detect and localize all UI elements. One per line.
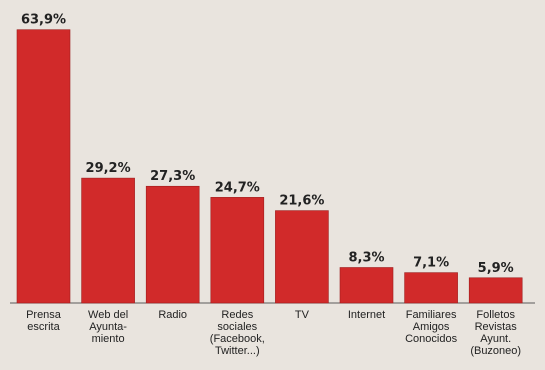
category-label-0-line-1: escrita (27, 321, 60, 333)
bars (16, 29, 523, 304)
value-labels: 63,9% 29,2% 27,3% 24,7% 21,6% 8,3% 7,1% 5,9% (21, 13, 514, 276)
bar-1 (81, 177, 135, 304)
category-label-3: Redes sociales (Facebook, Twitter...) (210, 309, 265, 357)
bar-5 (339, 267, 394, 304)
bar-2 (145, 185, 200, 304)
value-label-3: 24,7% (215, 180, 260, 195)
bar-6 (404, 272, 458, 304)
value-label-6: 7,1% (413, 256, 449, 271)
category-label-0-line-0: Prensa (26, 309, 62, 321)
value-label-4: 21,6% (279, 194, 324, 209)
category-label-1-line-2: miento (92, 333, 125, 345)
category-label-4: TV (295, 309, 310, 321)
category-label-3-line-1: sociales (217, 321, 257, 333)
bar-4 (275, 210, 329, 304)
category-label-1-line-1: Ayunta- (89, 321, 127, 333)
category-label-6: Familiares Amigos Conocidos (405, 309, 457, 345)
category-label-6-line-2: Conocidos (405, 333, 457, 345)
category-label-3-line-3: Twitter...) (215, 345, 260, 357)
category-label-2: Radio (158, 309, 187, 321)
category-label-1: Web del Ayunta-miento (88, 309, 128, 345)
value-label-1: 29,2% (86, 161, 131, 176)
value-label-0: 63,9% (21, 13, 66, 28)
category-label-2-line-0: Radio (158, 309, 187, 321)
category-label-4-line-0: TV (295, 309, 310, 321)
value-label-2: 27,3% (150, 169, 195, 184)
value-label-7: 5,9% (478, 261, 514, 276)
category-label-7-line-3: (Buzoneo) (470, 345, 521, 357)
category-label-6-line-1: Amigos (413, 321, 450, 333)
category-labels: Prensa escrita Web del Ayunta-miento Radio Re… (26, 309, 521, 357)
category-label-7-line-2: Ayunt. (480, 333, 511, 345)
bar-7 (468, 277, 523, 304)
category-label-7-line-0: Folletos (476, 309, 515, 321)
category-label-7: Folletos Revistas Ayunt. (Buzoneo) (470, 309, 521, 357)
value-label-5: 8,3% (348, 251, 384, 266)
category-label-3-line-2: (Facebook, (210, 333, 265, 345)
category-label-0: Prensa escrita (26, 309, 62, 333)
category-label-7-line-1: Revistas (475, 321, 518, 333)
bar-3 (210, 197, 265, 304)
category-label-5-line-0: Internet (348, 309, 385, 321)
bar-0 (16, 29, 71, 304)
category-label-6-line-0: Familiares (406, 309, 457, 321)
category-label-1-line-0: Web del (88, 309, 128, 321)
category-label-5: Internet (348, 309, 385, 321)
category-label-3-line-0: Redes (221, 309, 253, 321)
